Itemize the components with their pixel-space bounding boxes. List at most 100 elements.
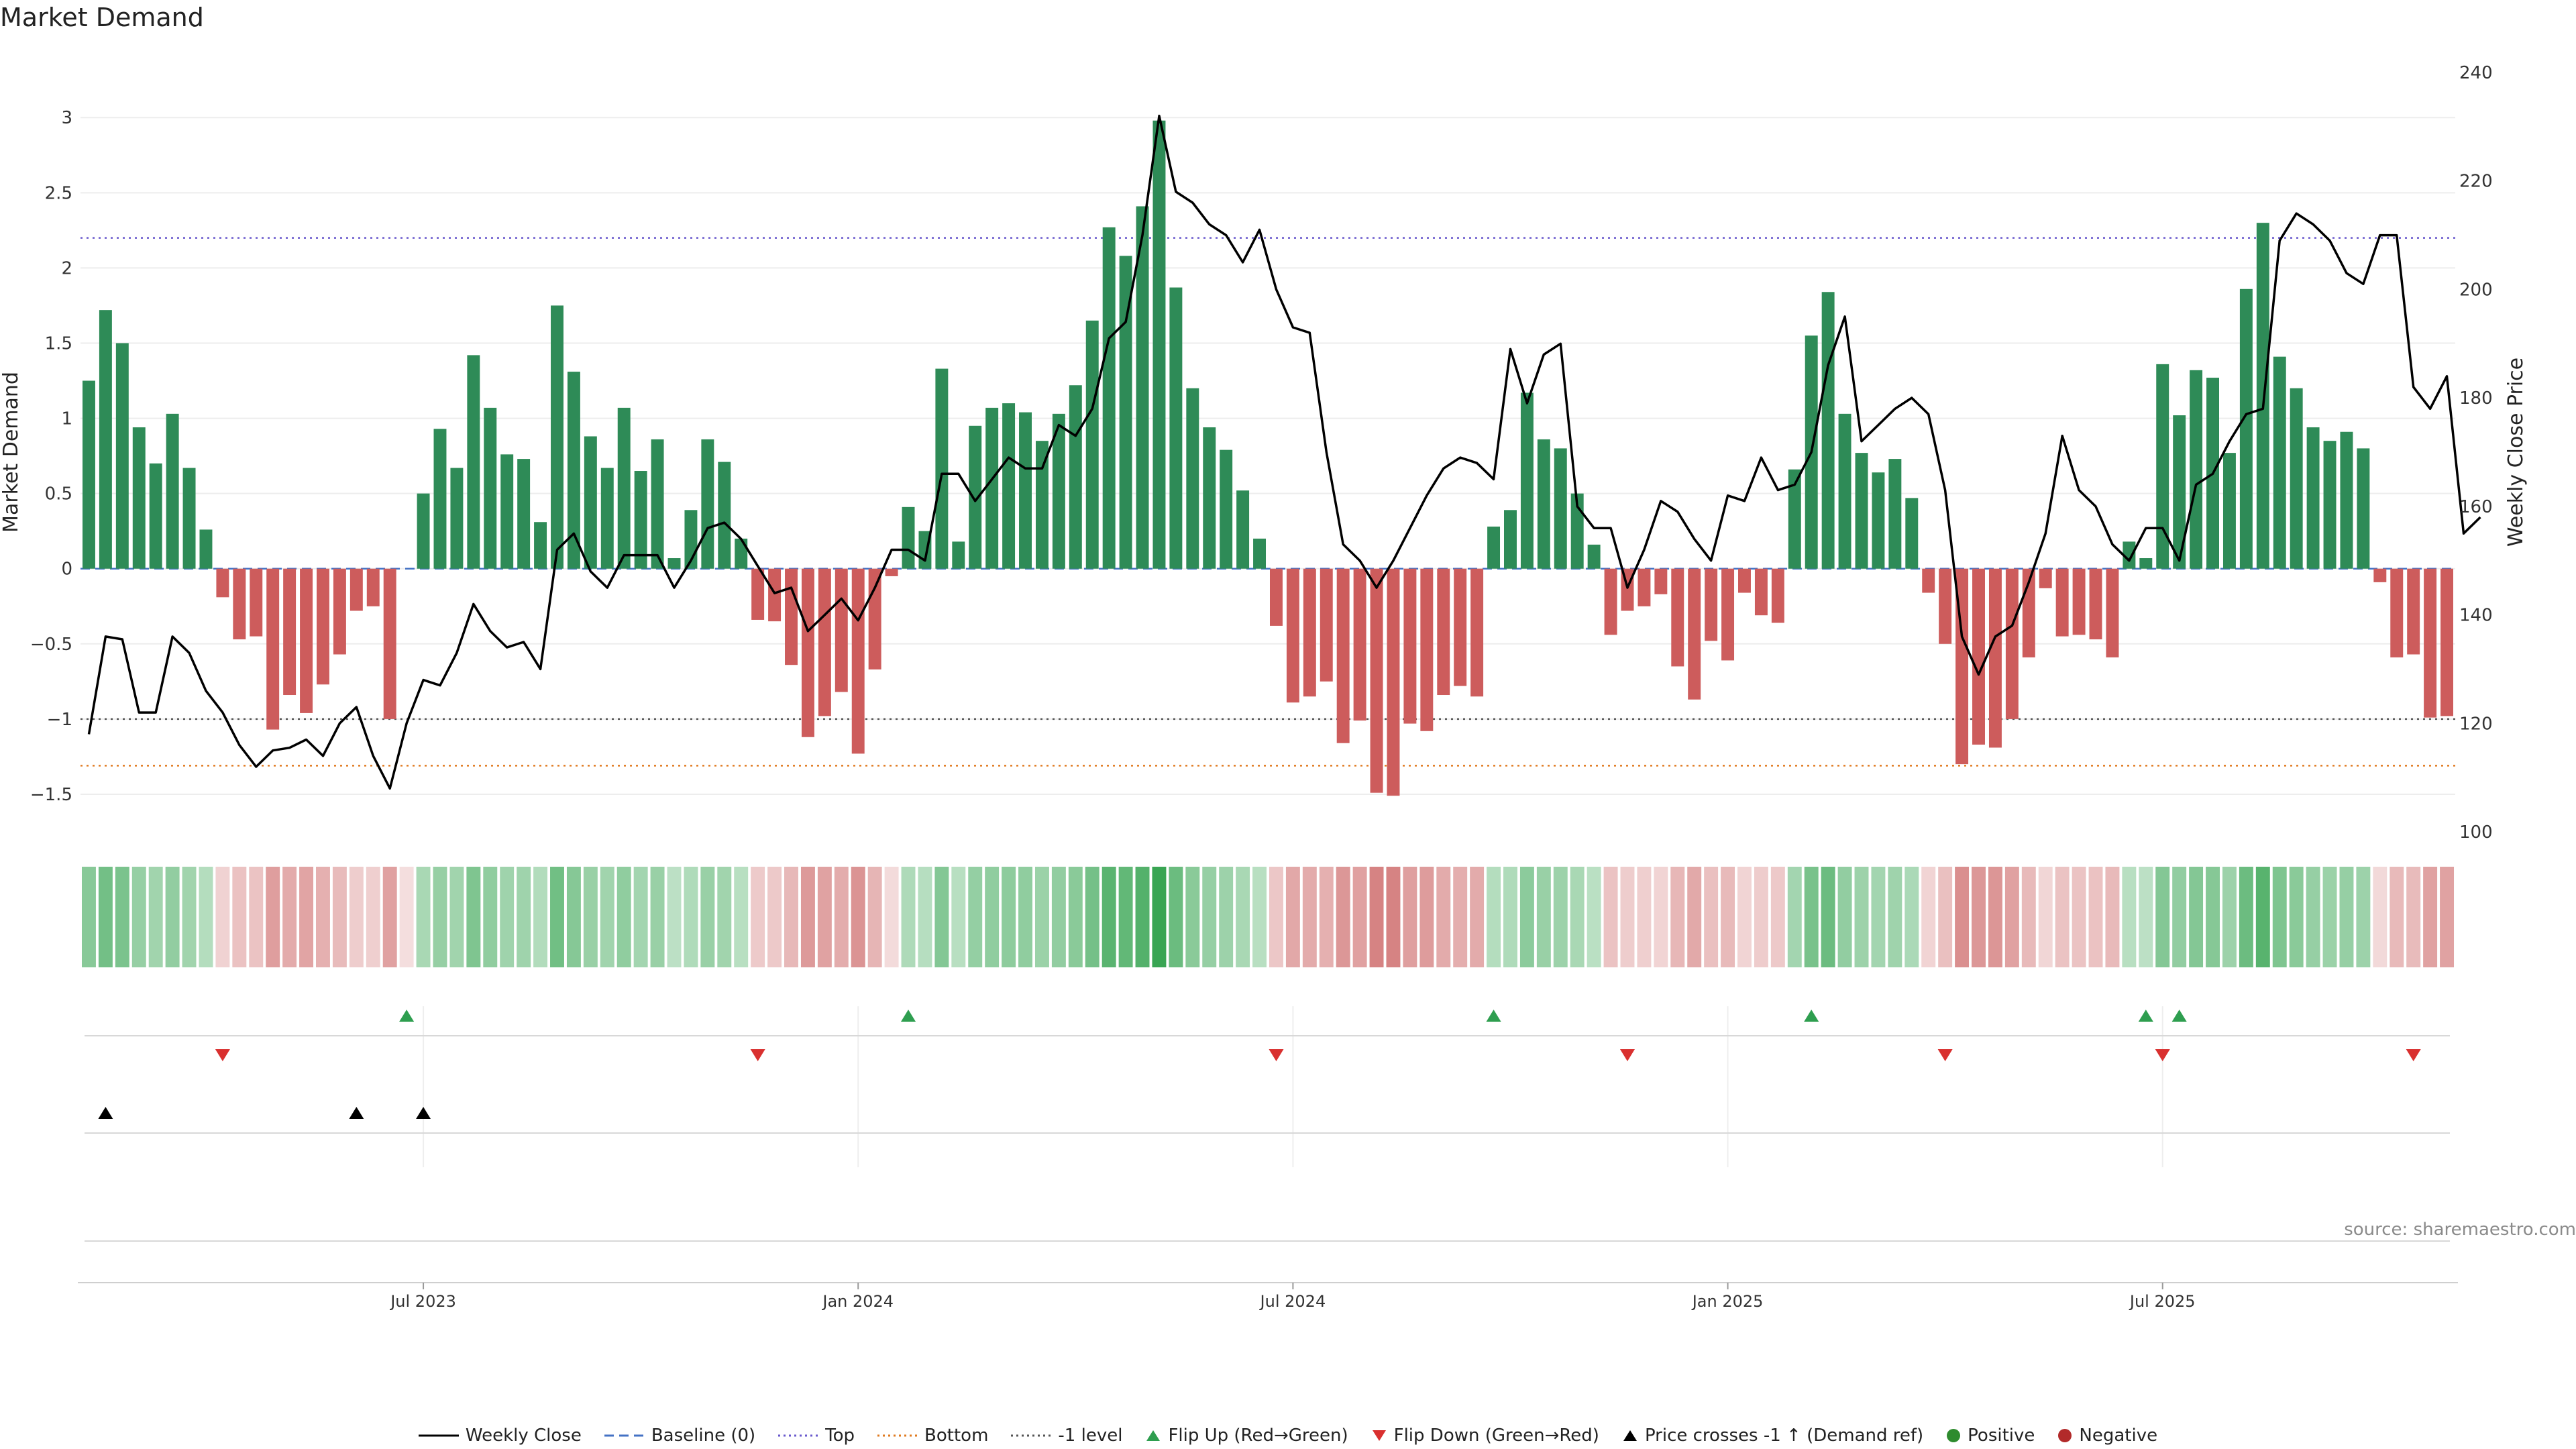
line-swatch-icon bbox=[418, 1434, 459, 1437]
heat-cell bbox=[2055, 867, 2070, 967]
negative-bar bbox=[1705, 568, 1718, 641]
heat-cell bbox=[2172, 867, 2187, 967]
y-tick-label: −1 bbox=[47, 710, 72, 730]
negative-bar bbox=[885, 568, 898, 576]
positive-bar bbox=[1236, 490, 1250, 569]
heat-cell bbox=[1034, 867, 1049, 967]
heat-cell bbox=[1202, 867, 1217, 967]
heat-cell bbox=[81, 867, 96, 967]
heat-cell bbox=[2021, 867, 2036, 967]
negative-bar bbox=[2373, 568, 2387, 582]
heat-cell bbox=[282, 867, 297, 967]
heat-cell bbox=[1135, 867, 1150, 967]
heat-cell bbox=[1436, 867, 1451, 967]
heat-cell bbox=[2122, 867, 2137, 967]
positive-bar bbox=[1169, 287, 1183, 569]
positive-bar bbox=[1905, 498, 1919, 569]
positive-bar bbox=[634, 471, 647, 569]
flip-up-marker bbox=[1486, 1010, 1501, 1022]
negative-bar bbox=[2039, 568, 2052, 588]
positive-bar bbox=[1002, 403, 1016, 569]
heat-cell bbox=[98, 867, 113, 967]
negative-bar bbox=[1754, 568, 1768, 616]
source-note: source: sharemaestro.com bbox=[2344, 1220, 2576, 1240]
y2-tick-label: 200 bbox=[2459, 280, 2493, 300]
heat-cell bbox=[2004, 867, 2019, 967]
positive-bar bbox=[2173, 415, 2186, 569]
heat-cell bbox=[1938, 867, 1953, 967]
heat-cell bbox=[1236, 867, 1250, 967]
positive-bar bbox=[1186, 388, 1199, 569]
legend-item-bottom: Bottom bbox=[877, 1426, 988, 1446]
flip-up-marker bbox=[2171, 1010, 2187, 1022]
heat-cell bbox=[1068, 867, 1083, 967]
negative-bar bbox=[851, 568, 865, 754]
heat-cell bbox=[1219, 867, 1234, 967]
x-tick-label: Jan 2024 bbox=[821, 1292, 894, 1311]
heat-cell bbox=[1854, 867, 1869, 967]
dotted-line-icon bbox=[1011, 1434, 1052, 1437]
positive-bar bbox=[2306, 427, 2320, 569]
heat-cell bbox=[1670, 867, 1685, 967]
legend-label: Bottom bbox=[924, 1426, 989, 1446]
heat-cell bbox=[249, 867, 264, 967]
positive-bar bbox=[182, 468, 196, 569]
positive-bar bbox=[902, 506, 915, 569]
x-tick-label: Jul 2023 bbox=[389, 1292, 456, 1311]
triangle-down-icon bbox=[1372, 1430, 1386, 1441]
y2-tick-label: 160 bbox=[2459, 497, 2493, 517]
positive-bar bbox=[1069, 385, 1082, 569]
heat-cell bbox=[1319, 867, 1334, 967]
positive-bar bbox=[484, 407, 497, 569]
negative-bar bbox=[2106, 568, 2119, 657]
positive-bar bbox=[132, 427, 146, 569]
heat-cell bbox=[1637, 867, 1652, 967]
positive-bar bbox=[417, 493, 430, 569]
positive-bar bbox=[517, 459, 531, 569]
heat-cell bbox=[684, 867, 698, 967]
heat-cell bbox=[2105, 867, 2120, 967]
negative-bar bbox=[818, 568, 831, 716]
positive-bar bbox=[1487, 526, 1501, 569]
heat-cell bbox=[533, 867, 548, 967]
negative-bar bbox=[283, 568, 297, 696]
heat-cell bbox=[751, 867, 765, 967]
legend-item-baseline: Baseline (0) bbox=[604, 1426, 755, 1446]
dot-icon bbox=[1947, 1429, 1961, 1442]
heat-cell bbox=[851, 867, 865, 967]
negative-bar bbox=[1387, 568, 1400, 796]
legend-label: Negative bbox=[2079, 1426, 2158, 1446]
negative-bar bbox=[1988, 568, 2002, 748]
legend-label: Flip Up (Red→Green) bbox=[1168, 1426, 1348, 1446]
positive-bar bbox=[1821, 292, 1835, 569]
positive-bar bbox=[551, 305, 564, 569]
heat-cell bbox=[734, 867, 749, 967]
heat-cell bbox=[884, 867, 899, 967]
positive-bar bbox=[2190, 370, 2203, 569]
heat-cell bbox=[1955, 867, 1970, 967]
dotted-line-icon bbox=[778, 1434, 819, 1437]
y-tick-label: 0.5 bbox=[45, 484, 72, 504]
heat-cell bbox=[2423, 867, 2438, 967]
negative-bar bbox=[1269, 568, 1283, 626]
heat-cell bbox=[2289, 867, 2304, 967]
heat-cell bbox=[2339, 867, 2354, 967]
heat-cell bbox=[1754, 867, 1768, 967]
heat-cell bbox=[2155, 867, 2170, 967]
negative-bar bbox=[1370, 568, 1383, 793]
legend-label: Price crosses -1 ↑ (Demand ref) bbox=[1644, 1426, 1924, 1446]
positive-bar bbox=[2239, 288, 2253, 569]
heat-cell bbox=[1302, 867, 1317, 967]
flip-up-marker bbox=[399, 1010, 415, 1022]
heat-cell bbox=[1269, 867, 1283, 967]
heat-cell bbox=[867, 867, 882, 967]
legend-item-top: Top bbox=[778, 1426, 855, 1446]
heat-cell bbox=[466, 867, 481, 967]
positive-bar bbox=[2273, 356, 2286, 569]
y2-tick-label: 100 bbox=[2459, 822, 2493, 843]
heat-cell bbox=[483, 867, 498, 967]
heat-cell bbox=[583, 867, 598, 967]
negative-bar bbox=[785, 568, 798, 665]
heat-cell bbox=[1921, 867, 1936, 967]
negative-bar bbox=[2055, 568, 2069, 637]
